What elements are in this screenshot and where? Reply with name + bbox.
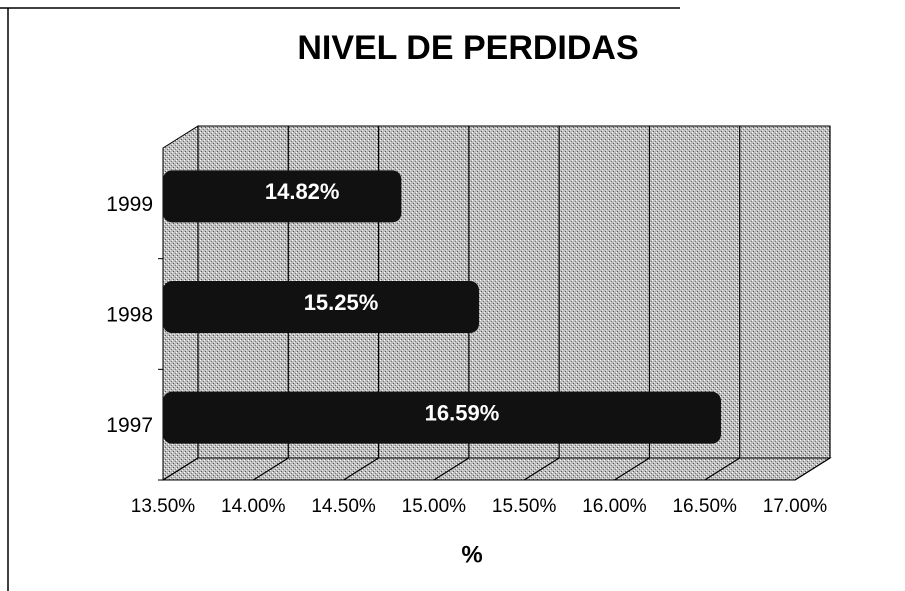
- floor-grid-line: [523, 457, 560, 481]
- chart-title: NIVEL DE PERDIDAS: [297, 29, 638, 67]
- floor-grid-line: [162, 457, 199, 481]
- x-tick-label: 16.50%: [672, 496, 737, 517]
- y-tick-label: 1999: [106, 193, 153, 216]
- bar: [163, 170, 402, 223]
- x-tick-label: 14.00%: [221, 496, 286, 517]
- floor: [161, 457, 832, 481]
- x-axis-title: %: [461, 541, 482, 568]
- floor-grid-line: [614, 457, 650, 481]
- y-tick-label: 1997: [106, 414, 153, 437]
- x-tick-label: 15.00%: [402, 496, 467, 517]
- x-tick-label: 13.50%: [131, 496, 196, 517]
- x-tick-label: 14.50%: [311, 496, 376, 517]
- bar: [163, 391, 721, 444]
- x-tick-label: 17.00%: [763, 496, 828, 517]
- x-tick-label: 15.50%: [492, 496, 557, 517]
- x-tick-label: 16.00%: [582, 496, 647, 517]
- floor-grid-line: [794, 457, 831, 481]
- floor-grid-line: [343, 457, 379, 481]
- floor-grid-line: [433, 457, 470, 481]
- value-label: 15.25%: [304, 290, 379, 315]
- floor-grid-line: [704, 457, 741, 481]
- y-tick-label: 1998: [106, 304, 153, 327]
- value-label: 16.59%: [425, 400, 500, 425]
- floor-grid-line: [252, 457, 289, 481]
- value-label: 14.82%: [265, 179, 340, 204]
- bar: [163, 281, 479, 333]
